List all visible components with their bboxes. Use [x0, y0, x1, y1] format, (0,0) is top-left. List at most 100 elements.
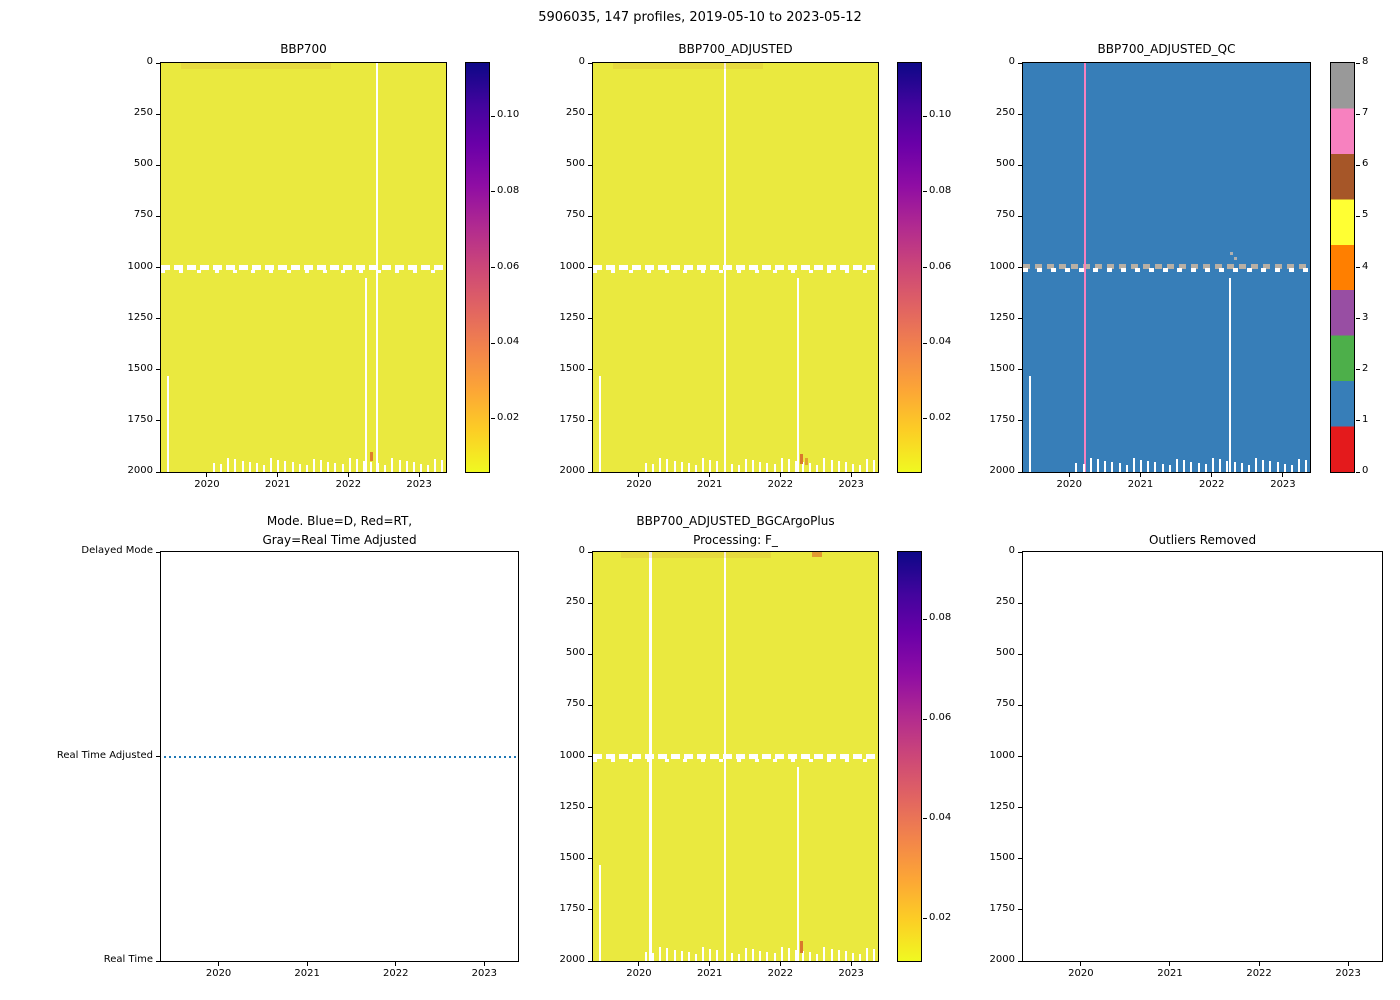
- x-tick-mark: [1169, 962, 1171, 966]
- profile-bottom-gap: [305, 465, 308, 472]
- x-tick-label: 2021: [264, 479, 291, 490]
- profile-bottom-gap: [370, 462, 373, 472]
- x-tick-label: 2021: [294, 968, 320, 979]
- profile-gap-line: [648, 552, 652, 961]
- bgcargoplus-colorbar: 0.02 0.04 0.06 0.08: [897, 551, 951, 962]
- y-tick-label: 250: [565, 107, 585, 119]
- colorbar-tick-mark: [923, 267, 927, 268]
- profile-bottom-gap: [766, 951, 769, 961]
- colorbar-tick-mark: [923, 618, 927, 620]
- colorbar-tick-mark: [1356, 420, 1360, 422]
- bbp700-colorbar: 0.02 0.04 0.06 0.08 0.10: [465, 62, 519, 473]
- profile-bottom-gap: [270, 458, 273, 472]
- profile-bottom-gap: [291, 462, 294, 472]
- profile-bottom-gap: [362, 460, 365, 472]
- profile-bottom-gap: [723, 462, 726, 472]
- y-tick-mark: [588, 369, 592, 371]
- x-tick-label: 2020: [194, 479, 220, 490]
- profile-bottom-gap: [716, 461, 719, 472]
- profile-bottom-gap: [263, 464, 265, 472]
- x-tick-mark: [277, 473, 279, 477]
- profile-bottom-gap: [213, 462, 216, 472]
- x-tick-label: 2021: [696, 479, 723, 490]
- profile-bottom-gap: [830, 948, 833, 961]
- y-tick-mark: [588, 318, 592, 320]
- profile-bottom-gap: [823, 947, 826, 961]
- y-tick-label: 1750: [559, 413, 585, 425]
- profile-gap-line: [167, 375, 170, 472]
- y-tick-label: 2000: [989, 954, 1015, 965]
- profile-bottom-gap: [773, 464, 776, 472]
- y-tick-mark: [588, 420, 592, 422]
- missing-data-dashes: [593, 265, 878, 270]
- mode-dotted-line: [163, 755, 517, 758]
- profile-bottom-gap: [794, 949, 797, 961]
- profile-bottom-gap: [837, 950, 840, 961]
- x-tick-label: 2020: [205, 968, 232, 979]
- profile-bottom-gap: [1190, 461, 1193, 472]
- x-tick-mark: [1068, 473, 1070, 477]
- colorbar-tick-label: 0.08: [497, 184, 520, 196]
- profile-bottom-gap: [737, 465, 740, 472]
- y-tick-label: 500: [995, 158, 1015, 170]
- x-tick-mark: [306, 962, 308, 966]
- x-tick-label: 2022: [335, 479, 362, 490]
- colorbar-tick-mark: [923, 115, 927, 117]
- colorbar-tick-label: 0.02: [929, 911, 952, 923]
- profile-bottom-gap: [420, 463, 423, 472]
- profile-bottom-gap: [348, 457, 351, 472]
- qc-heatmap-axes: 2020 2021 2022 2023 0 250 500 750 1000 1250 1500 17…: [990, 56, 1311, 490]
- profile-bottom-gap: [1204, 464, 1207, 472]
- y-tick-mark: [1018, 756, 1022, 757]
- profile-bottom-gap: [744, 458, 747, 472]
- y-tick-mark: [588, 215, 592, 217]
- heatmap-canvas: [593, 552, 878, 961]
- y-tick-label: 250: [565, 596, 585, 608]
- y-tick-mark: [1018, 420, 1022, 422]
- y-tick-mark: [588, 551, 592, 553]
- y-tick-label: 250: [995, 596, 1015, 608]
- profile-bottom-gap: [1147, 461, 1150, 472]
- y-tick-mark: [1018, 267, 1022, 268]
- y-tick-mark: [1018, 704, 1022, 706]
- x-tick-mark: [1347, 962, 1349, 966]
- x-tick-label: 2020: [626, 968, 652, 979]
- missing-data-dashes: [1023, 263, 1310, 269]
- y-tick-label: 1500: [559, 362, 585, 374]
- x-tick-label: 2023: [838, 968, 864, 979]
- profile-bottom-gap: [412, 462, 415, 472]
- profile-bottom-gap: [723, 951, 726, 961]
- y-tick-label: 1000: [989, 749, 1015, 761]
- profile-bottom-gap: [766, 462, 769, 472]
- plot-title-outliers-removed: Outliers Removed: [1148, 533, 1257, 547]
- colorbar-tick-label: 3: [1362, 311, 1369, 323]
- colorbar-tick-label: 0.04: [929, 336, 952, 348]
- profile-bottom-gap: [327, 461, 330, 472]
- profile-bottom-gap: [312, 458, 315, 472]
- data-spot: [805, 457, 809, 465]
- profile-bottom-gap: [220, 464, 223, 472]
- y-tick-label: 1000: [989, 260, 1015, 272]
- y-tick-label: 500: [995, 647, 1015, 659]
- x-tick-mark: [206, 473, 208, 477]
- plot-title-bbp700: BBP700: [280, 42, 327, 56]
- profile-bottom-gap: [1305, 460, 1308, 472]
- profile-bottom-gap: [405, 461, 408, 472]
- profile-bottom-gap: [645, 951, 648, 961]
- profile-bottom-gap: [652, 953, 655, 961]
- profile-gap-line: [599, 375, 602, 472]
- y-tick-label: 1000: [127, 260, 153, 272]
- y-tick-label: 500: [565, 158, 585, 170]
- profile-bottom-gap: [709, 948, 712, 961]
- colorbar-tick-label: 1: [1362, 413, 1369, 425]
- profile-bottom-gap: [873, 949, 876, 961]
- profile-gap-line: [375, 63, 378, 472]
- y-tick-mark: [156, 756, 160, 757]
- data-spot: [1230, 251, 1234, 255]
- profile-bottom-gap: [752, 460, 755, 472]
- colorbar-tick-label: 4: [1362, 260, 1369, 272]
- qc-colorbar: 0 1 2 3 4 5 6 7 8: [1330, 56, 1368, 476]
- x-tick-mark: [1140, 473, 1141, 477]
- missing-data-dashes: [593, 758, 878, 762]
- x-tick-label: 2022: [767, 968, 794, 979]
